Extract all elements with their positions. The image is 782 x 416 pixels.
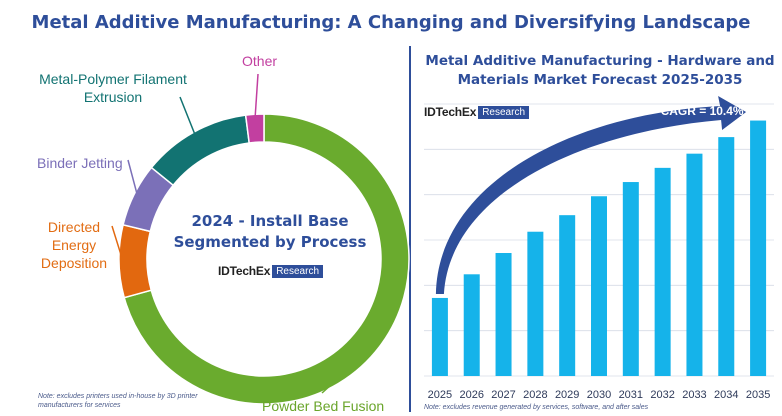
x-tick-label: 2029 (555, 389, 579, 401)
slice-directed-energy-deposition (118, 223, 153, 299)
bar-2027 (495, 253, 512, 376)
bar-chart-note: Note: excludes revenue generated by serv… (424, 404, 649, 411)
label-powder-bed-fusion: Powder Bed Fusion (262, 398, 385, 414)
bar-2030 (591, 196, 607, 376)
donut-center-title: 2024 - Install Base Segmented by Process (173, 212, 367, 251)
leader-line (111, 225, 124, 262)
x-tick-label: 2034 (714, 389, 738, 401)
leader-line (127, 159, 139, 197)
bar-2029 (559, 215, 576, 376)
slice-other (244, 113, 265, 144)
brand-name: IDTechEx (218, 264, 271, 278)
slice-powder-bed-fusion (123, 113, 410, 405)
label-directed-energy-deposition: Directed Energy Deposition (40, 219, 108, 271)
donut-note: Note: excludes printers used in-house by… (38, 393, 198, 409)
bar-2032 (654, 167, 671, 376)
x-tick-label: 2025 (428, 389, 452, 401)
label-metal-polymer-filament-extrusion: Metal-Polymer Filament Extrusion (39, 71, 187, 105)
x-tick-label: 2035 (746, 389, 770, 401)
label-binder-jetting: Binder Jetting (37, 155, 123, 171)
bar-chart: 2025 2026 2027 2028 2029 2030 2031 2032 2033 2034… (424, 96, 774, 401)
leader-line (254, 73, 259, 119)
x-tick-label: 2028 (523, 389, 547, 401)
x-tick-label: 2027 (491, 389, 515, 401)
idtechex-logo: IDTechEx Research (218, 264, 324, 278)
x-tick-label: 2031 (619, 389, 643, 401)
leader-line (321, 343, 377, 394)
cagr-label: CAGR = 10.4% (661, 104, 744, 118)
x-tick-label: 2032 (650, 389, 674, 401)
main-title: Metal Additive Manufacturing: A Changing… (31, 12, 751, 33)
bar-2034 (718, 137, 735, 376)
donut-chart (111, 73, 410, 405)
bar-2028 (527, 231, 544, 376)
slice-metal-polymer-filament-extrusion (150, 114, 251, 187)
bar-2025 (431, 297, 448, 376)
brand-name-right: IDTechEx (424, 105, 477, 119)
idtechex-logo-right: IDTechEx Research (424, 105, 530, 119)
cagr-arrow (435, 96, 747, 294)
panel-divider (409, 46, 411, 412)
brand-tag: Research (272, 264, 324, 278)
bar-chart-title: Metal Additive Manufacturing - Hardware … (425, 53, 775, 88)
leader-line (179, 96, 197, 137)
bar-2033 (686, 153, 703, 376)
bar-2026 (463, 274, 480, 376)
bar-2031 (622, 182, 639, 376)
brand-tag-right: Research (478, 105, 530, 119)
label-other: Other (242, 53, 278, 69)
x-tick-label: 2033 (682, 389, 706, 401)
x-tick-label: 2026 (459, 389, 483, 401)
x-tick-label: 2030 (587, 389, 611, 401)
bar-2035 (750, 120, 767, 376)
